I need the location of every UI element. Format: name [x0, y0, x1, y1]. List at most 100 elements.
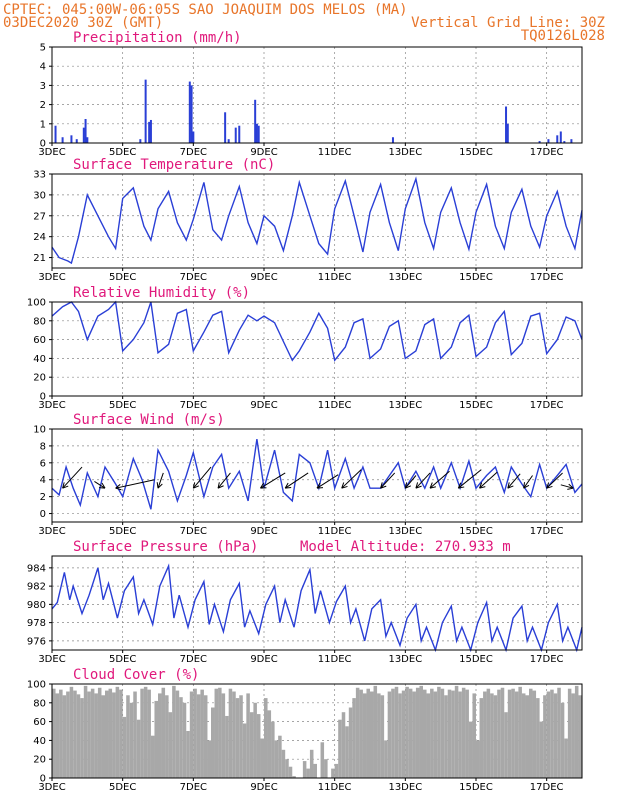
cloud-bar: [440, 688, 445, 778]
y-tick-label: 3: [40, 81, 46, 92]
cloud-bar: [253, 702, 257, 778]
wind-vector-head: [429, 486, 437, 489]
wind-vector-head: [62, 485, 69, 489]
wind-vector-head: [285, 487, 292, 489]
precip-bar: [192, 131, 195, 143]
y-tick-label: 2: [40, 100, 46, 111]
wind-vector-shaft: [115, 479, 155, 489]
cloud-bar: [214, 688, 219, 778]
x-tick-label: 7DEC: [180, 526, 207, 537]
wind-vector-head: [316, 482, 321, 489]
wind-vector-head: [546, 482, 550, 489]
y-tick-label: 978: [27, 618, 46, 629]
panel-title: Relative Humidity (%): [73, 285, 250, 301]
wind-vector-head: [457, 482, 462, 489]
wind-vector: [479, 471, 498, 489]
wind-vector-shaft: [316, 474, 339, 489]
cloud-bar: [264, 698, 268, 778]
cloud-bar: [133, 691, 137, 778]
cloud-bar: [468, 721, 473, 778]
cloud-bar: [108, 688, 113, 778]
panel-cloud: 0 20 40 60 80 100 3DEC 5DEC 7DEC 9DEC 11DEC 13DEC 15…: [27, 667, 583, 793]
cloud-bar: [147, 689, 151, 778]
cloud-bar: [521, 693, 526, 778]
wind-vector-head: [260, 482, 265, 489]
precip-bar: [144, 79, 147, 143]
cloud-bar: [313, 763, 317, 778]
header-grid-note: Vertical Grid Line: 30Z: [411, 15, 605, 31]
precip-bar: [547, 139, 550, 143]
cloud-bar: [532, 690, 537, 778]
cloud-bar: [136, 719, 141, 778]
panel-title: Precipitation (mm/h): [73, 30, 242, 46]
wind-vector-shaft: [479, 471, 498, 489]
cloud-bar: [398, 693, 402, 778]
cloud-bar: [373, 685, 378, 778]
cloud-bar: [200, 689, 204, 778]
cloud-bar: [186, 731, 190, 778]
cloud-bar: [143, 686, 148, 778]
cloud-bar: [83, 685, 88, 778]
cloud-bar: [476, 740, 480, 778]
y-tick-label: 10: [33, 425, 46, 436]
precip-bar: [563, 141, 566, 143]
wind-vector-head: [115, 487, 122, 491]
cloud-bar: [437, 686, 441, 778]
panel-title: Surface Pressure (hPa): [73, 539, 258, 555]
x-tick-label: 17DEC: [530, 526, 564, 537]
wind-vector: [415, 472, 431, 489]
wind-vector: [546, 472, 563, 489]
y-tick-label: 80: [33, 316, 46, 327]
cloud-bar: [161, 687, 166, 778]
y-tick-label: 33: [33, 170, 46, 181]
y-tick-label: 40: [33, 736, 46, 747]
cloud-bar: [211, 707, 215, 778]
cloud-bar: [574, 685, 579, 778]
y-tick-label: 24: [33, 232, 46, 243]
wind-vector-head: [523, 482, 526, 489]
cloud-bar: [165, 695, 169, 778]
wind-vector: [523, 475, 533, 489]
cloud-bar: [391, 688, 395, 778]
wind-vector-head: [156, 482, 159, 489]
panel-precip: 0 1 2 3 4 5 3DEC 5DEC 7DEC 9DEC 11DEC 13DEC 15DEC 17D…: [38, 30, 583, 158]
cloud-bar: [271, 721, 275, 778]
x-tick-label: 17DEC: [530, 654, 564, 665]
cloud-bar: [451, 690, 455, 778]
header-date: 03DEC2020 30Z (GMT): [3, 15, 163, 31]
wind-vector-head: [316, 487, 324, 489]
cloud-bar: [306, 768, 310, 778]
cloud-bar: [112, 692, 116, 778]
cloud-bar: [408, 688, 413, 778]
precip-bar: [538, 141, 541, 143]
precip-bar: [190, 85, 193, 143]
cloud-bar: [447, 689, 452, 778]
precip-bar: [570, 139, 573, 143]
header-line1: CPTEC: 045:00W-06:05S SAO JOAQUIM DOS ME…: [3, 2, 408, 18]
cloud-bar: [362, 693, 367, 778]
wind-vector-head: [62, 482, 65, 489]
cloud-bar: [564, 738, 568, 778]
cloud-bar: [426, 693, 431, 778]
cloud-bar: [483, 691, 487, 778]
cloud-bar: [567, 688, 572, 778]
precip-bar: [559, 131, 562, 143]
x-tick-label: 5DEC: [109, 400, 136, 411]
wind-vector-shaft: [507, 473, 521, 489]
wind-vector-head: [568, 483, 574, 489]
y-tick-label: 984: [27, 563, 46, 574]
wind-vector-head: [429, 482, 433, 489]
cloud-bar: [553, 693, 558, 778]
cloud-bar: [472, 693, 476, 778]
cloud-bar: [405, 686, 409, 778]
cloud-bar: [518, 686, 522, 778]
precip-bar: [238, 125, 241, 143]
y-tick-label: 4: [40, 475, 46, 486]
y-tick-label: 0: [40, 774, 46, 785]
cloud-bar: [119, 689, 123, 778]
wind-vector: [115, 479, 155, 491]
cloud-bar: [225, 715, 229, 778]
cloud-bar: [415, 687, 420, 778]
cloud-bar: [497, 689, 501, 778]
y-tick-label: 80: [33, 698, 46, 709]
